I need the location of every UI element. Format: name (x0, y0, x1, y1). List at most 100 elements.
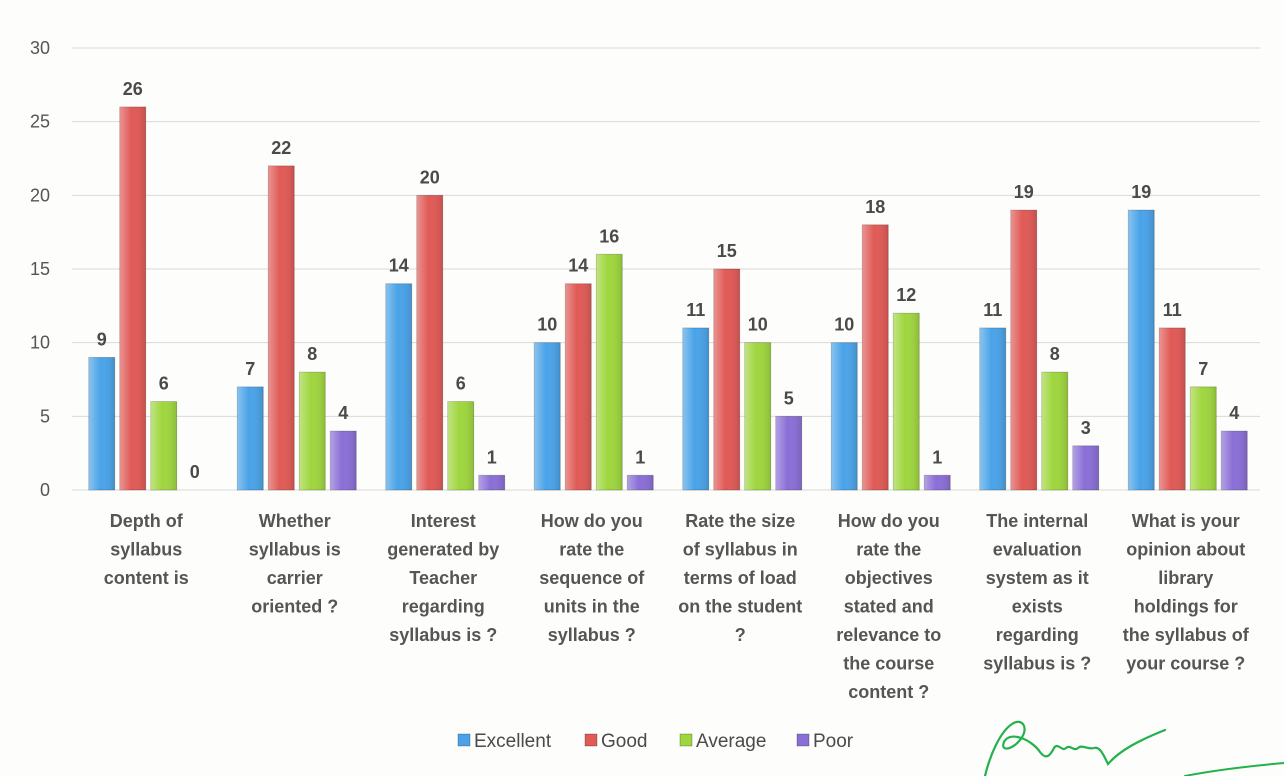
category-label-line: the syllabus of (1123, 625, 1250, 645)
bar-shade (1190, 386, 1217, 490)
bar-shade (713, 269, 740, 490)
category-label-line: system as it (986, 568, 1089, 588)
legend: Excellent Good Average Poor (457, 731, 854, 752)
bar-shade (596, 254, 623, 490)
category-label-line: on the student (678, 597, 802, 617)
category-label-line: syllabus is ? (983, 654, 1091, 674)
bar-shade (893, 313, 920, 490)
signature-scribble (983, 720, 1284, 776)
legend-label-poor: Poor (813, 731, 854, 752)
category-label-line: Interest (411, 511, 476, 531)
data-label: 1 (932, 447, 942, 467)
bar-shade (682, 327, 709, 490)
data-label: 4 (1229, 403, 1239, 423)
category-label-line: Teacher (409, 568, 477, 588)
data-label: 22 (271, 138, 291, 158)
data-label: 3 (1081, 418, 1091, 438)
y-tick-label: 30 (30, 38, 50, 58)
bar-shade (1128, 210, 1155, 491)
category-label-line: of syllabus in (683, 540, 798, 560)
bar-shade (1010, 210, 1037, 491)
category-label-line: How do you (541, 511, 643, 531)
data-label: 6 (456, 374, 466, 394)
bar-shade (1041, 372, 1068, 490)
data-label: 11 (983, 300, 1002, 320)
legend-swatch-average (679, 733, 693, 747)
category-label-line: generated by (387, 540, 499, 560)
bar-shade (237, 386, 264, 490)
data-label: 14 (568, 256, 588, 276)
category-label-line: your course ? (1126, 654, 1245, 674)
bar-shade (299, 372, 326, 490)
category-label-line: units in the (544, 597, 640, 617)
data-label: 18 (865, 197, 885, 217)
bar-shade (862, 224, 889, 491)
data-label: 14 (389, 256, 409, 276)
x-axis-categories: Depth of syllabus content is Whether syllabu… (104, 511, 1250, 702)
data-label: 8 (307, 344, 317, 364)
category-label-line: syllabus ? (548, 625, 636, 645)
bar-shade (447, 401, 474, 490)
category-label-line: syllabus (110, 540, 182, 560)
category-label-line: oriented ? (251, 597, 338, 617)
bar-shade (330, 431, 357, 490)
data-label: 10 (748, 315, 768, 335)
data-label: 10 (834, 315, 854, 335)
category-label-line: relevance to (836, 625, 941, 645)
category-label-line: What is your (1132, 511, 1240, 531)
category-label-line: content is (104, 568, 189, 588)
category-label-line: library (1158, 568, 1213, 588)
data-label: 10 (537, 315, 557, 335)
bar-shade (385, 283, 412, 490)
legend-swatch-poor (796, 733, 810, 747)
bar-shade (1072, 445, 1099, 490)
data-label: 11 (1163, 300, 1182, 320)
category-label-line: ? (735, 625, 746, 645)
category-label-line: exists (1012, 597, 1063, 617)
legend-swatch-good (584, 733, 598, 747)
bar-shade (534, 342, 561, 490)
bar-shade (150, 401, 177, 490)
y-axis-ticks: 0 5 10 15 20 25 30 (30, 38, 50, 500)
bar-shade (979, 327, 1006, 490)
bar-shade (268, 165, 295, 490)
bar-shade (478, 475, 505, 490)
legend-label-average: Average (696, 731, 766, 752)
data-label: 19 (1131, 182, 1151, 202)
bar-shade (775, 416, 802, 490)
data-label: 5 (784, 388, 794, 408)
category-label-line: regarding (996, 625, 1079, 645)
bar-shade (565, 283, 592, 490)
bar-shade (627, 475, 654, 490)
data-label: 9 (97, 329, 107, 349)
bar-shade (88, 357, 115, 490)
y-tick-label: 20 (30, 185, 50, 205)
data-label: 16 (599, 226, 619, 246)
category-label-line: syllabus is (249, 540, 341, 560)
data-label: 6 (159, 374, 169, 394)
bar-shade (744, 342, 771, 490)
bars (88, 106, 1248, 491)
legend-label-good: Good (601, 731, 647, 752)
category-label-line: holdings for (1134, 597, 1238, 617)
bar-shade (831, 342, 858, 490)
data-label: 15 (717, 241, 737, 261)
data-label: 26 (123, 79, 143, 99)
category-label-line: opinion about (1126, 540, 1245, 560)
bar-shade (1221, 431, 1248, 490)
category-label-line: Rate the size (685, 511, 795, 531)
category-label-line: carrier (267, 568, 323, 588)
category-label-line: content ? (848, 682, 929, 702)
bar-shade (1159, 327, 1186, 490)
data-label: 8 (1050, 344, 1060, 364)
data-label: 1 (635, 447, 645, 467)
data-labels: 9266072284142061101416111151051018121111… (97, 79, 1240, 482)
data-label: 4 (338, 403, 348, 423)
category-label-line: Whether (259, 511, 331, 531)
category-label-line: syllabus is ? (389, 625, 497, 645)
y-tick-label: 5 (40, 406, 50, 426)
legend-label-excellent: Excellent (474, 731, 552, 752)
data-label: 12 (896, 285, 916, 305)
